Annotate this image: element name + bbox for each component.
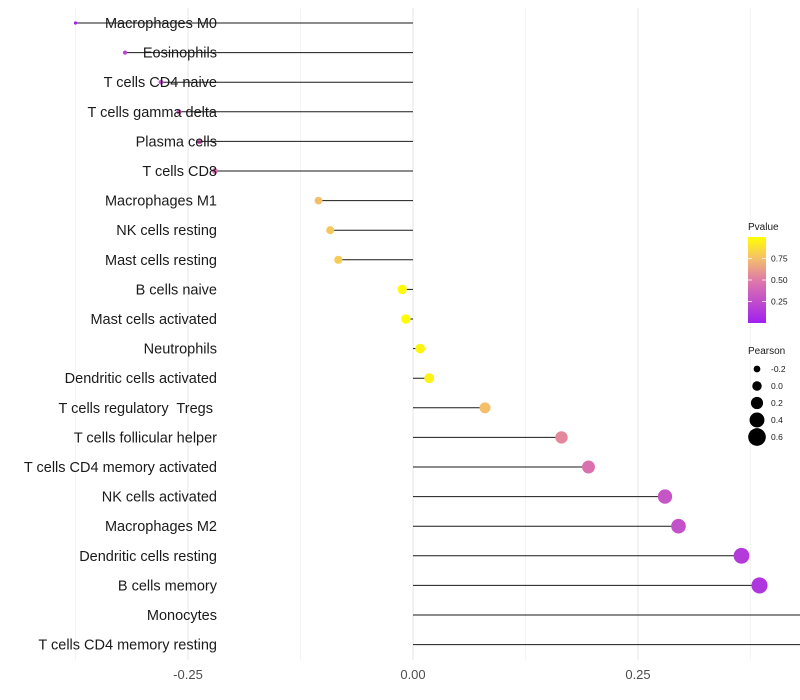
pearson-legend-label: 0.4	[771, 415, 783, 425]
y-axis-label: T cells CD4 memory resting	[38, 638, 217, 654]
y-axis-label: T cells follicular helper	[74, 430, 217, 446]
data-point	[314, 196, 323, 205]
data-point	[415, 343, 426, 354]
colorbar-tick-label: 0.75	[771, 254, 788, 264]
y-axis-labels: Macrophages M0 Eosinophils T cells CD4 nai…	[24, 16, 218, 654]
points	[73, 21, 768, 594]
pearson-legend-title: Pearson	[748, 346, 785, 357]
data-point	[424, 373, 435, 384]
y-axis-label: Macrophages M1	[105, 194, 217, 210]
y-axis-label: Mast cells resting	[105, 253, 217, 269]
pearson-legend-items: -0.2 0.0 0.2 0.4 0.6	[748, 364, 786, 446]
colorbar-tick-label: 0.50	[771, 275, 788, 285]
y-axis-label: NK cells activated	[102, 490, 217, 506]
pearson-legend-key	[750, 396, 764, 410]
data-point	[555, 431, 568, 444]
y-axis-label: T cells CD4 naive	[104, 75, 217, 91]
pearson-legend-label: 0.2	[771, 398, 783, 408]
pearson-legend-key	[752, 381, 762, 391]
y-axis-label: Dendritic cells resting	[79, 549, 217, 565]
data-point	[657, 489, 673, 504]
y-axis-label: B cells memory	[118, 578, 218, 594]
y-axis-label: Macrophages M0	[105, 16, 217, 32]
y-axis-label: Mast cells activated	[90, 312, 217, 328]
pvalue-colorbar	[748, 237, 766, 323]
pearson-legend-label: 0.0	[771, 381, 783, 391]
y-axis-label: Eosinophils	[143, 46, 217, 62]
pvalue-legend-title: Pvalue	[748, 222, 779, 233]
data-point	[671, 518, 686, 534]
data-point	[326, 226, 335, 235]
stems	[75, 22, 800, 646]
y-axis-label: T cells CD4 memory activated	[24, 460, 217, 476]
data-point	[158, 79, 164, 85]
pearson-legend-key	[749, 412, 765, 428]
data-point	[212, 168, 218, 174]
pearson-legend-key	[753, 365, 761, 373]
data-point	[751, 577, 768, 594]
pearson-legend: Pearson -0.2 0.0 0.2 0.4 0.6	[748, 346, 786, 446]
pearson-legend-label: 0.6	[771, 432, 783, 442]
x-tick-label: 0.00	[400, 667, 425, 682]
data-point	[122, 50, 128, 55]
data-point	[196, 138, 203, 145]
y-axis-label: Neutrophils	[144, 342, 217, 358]
y-axis-label: T cells regulatory Tregs	[59, 401, 218, 417]
data-point	[401, 314, 411, 324]
y-axis-label: Macrophages M2	[105, 519, 217, 535]
data-point	[334, 255, 343, 264]
x-tick-label: -0.25	[173, 667, 203, 682]
data-point	[397, 284, 407, 295]
x-axis-ticks: -0.250.000.250.50	[173, 667, 650, 682]
pearson-legend-label: -0.2	[771, 364, 786, 374]
pvalue-legend: Pvalue 0.25 0.50 0.75	[748, 222, 788, 323]
data-point	[733, 547, 750, 564]
grid-lines	[75, 8, 751, 660]
y-axis-label: T cells CD8	[142, 164, 217, 180]
y-axis-label: Monocytes	[147, 608, 217, 624]
data-point	[73, 21, 78, 25]
y-axis-label: Plasma cells	[136, 134, 217, 150]
colorbar-tick-label: 0.25	[771, 297, 788, 307]
pearson-legend-key	[748, 428, 766, 446]
data-point	[176, 109, 182, 115]
y-axis-label: Dendritic cells activated	[65, 371, 217, 387]
y-axis-label: T cells gamma delta	[88, 105, 218, 121]
data-point	[582, 460, 595, 474]
data-point	[479, 402, 491, 414]
y-axis-label: NK cells resting	[116, 223, 217, 239]
x-tick-label: 0.25	[625, 667, 650, 682]
y-axis-label: B cells naive	[136, 282, 217, 298]
pvalue-ticks: 0.25 0.50 0.75	[748, 254, 788, 307]
